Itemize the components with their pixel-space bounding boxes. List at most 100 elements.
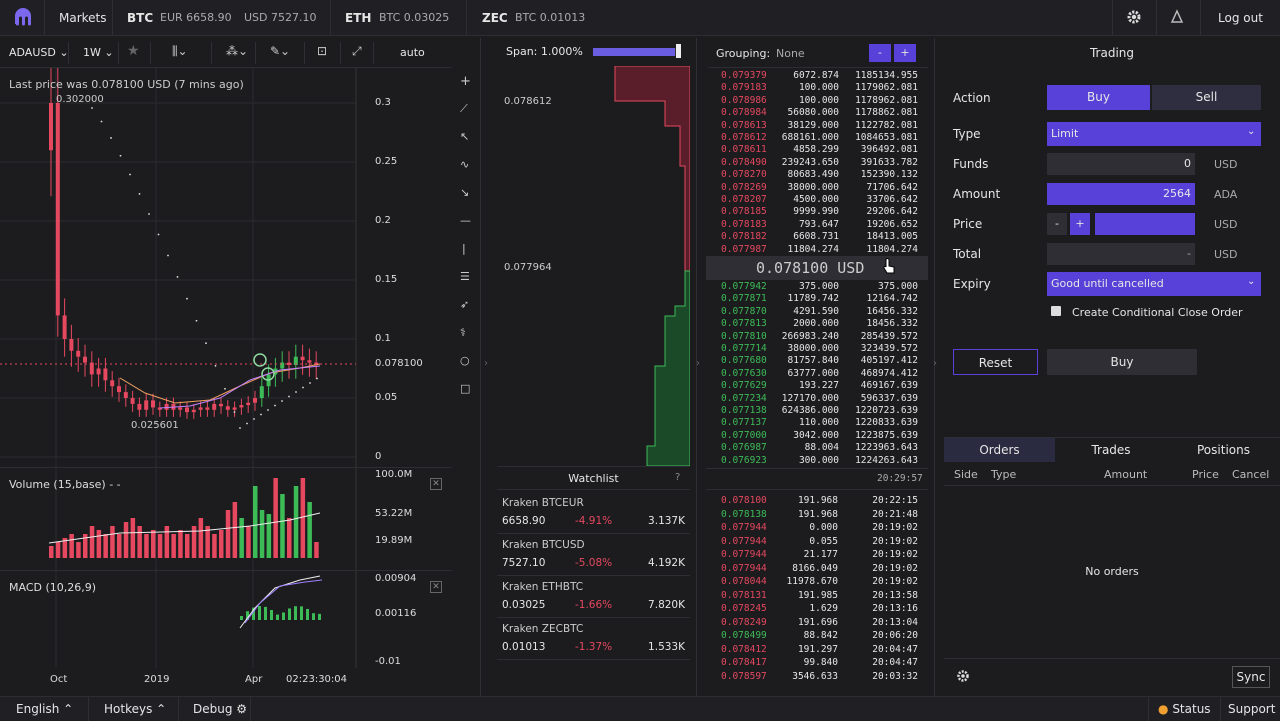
bid-row[interactable]: 0.077680 81757.840 405197.412	[712, 355, 922, 367]
ask-row[interactable]: 0.078270 80683.490 152390.132	[712, 169, 922, 181]
bid-row[interactable]: 0.077813 2000.000 18456.332	[712, 318, 922, 330]
bid-row[interactable]: 0.077630 63777.000 468974.412	[712, 368, 922, 380]
bid-row[interactable]: 0.077714 38000.000 323439.572	[712, 343, 922, 355]
candle-type-icon[interactable]: ⫼⌄	[172, 44, 188, 58]
cursor-tool-icon[interactable]: ➶	[460, 298, 470, 311]
bid-row[interactable]: 0.076987 88.004 1223963.643	[712, 442, 922, 454]
ask-row[interactable]: 0.078490 239243.650 391633.782	[712, 157, 922, 169]
collapse-arrow-icon[interactable]: ›	[696, 358, 700, 369]
status-link[interactable]: ● Status	[1158, 697, 1211, 721]
collapse-arrow-icon[interactable]: ›	[933, 358, 937, 369]
markets-link[interactable]: Markets	[59, 11, 107, 25]
interval-select[interactable]: 1W ⌄	[83, 46, 114, 59]
price-decrease-button[interactable]: -	[1047, 213, 1067, 235]
ask-row[interactable]: 0.078611 4858.299 396492.081	[712, 144, 922, 156]
ask-row[interactable]: 0.078182 6608.731 18413.005	[712, 231, 922, 243]
horizontal-line-icon[interactable]: —	[460, 214, 471, 227]
bid-row[interactable]: 0.077234 127170.000 596337.639	[712, 393, 922, 405]
bid-row[interactable]: 0.077137 110.000 1220833.639	[712, 417, 922, 429]
order-type-select[interactable]: Limit ⌄	[1047, 122, 1261, 146]
ask-row[interactable]: 0.078986 100.000 1178962.081	[712, 95, 922, 107]
bid-row[interactable]: 0.077870 4291.590 16456.332	[712, 306, 922, 318]
ask-row[interactable]: 0.078612 688161.000 1084653.081	[712, 132, 922, 144]
column-type[interactable]: Type	[991, 468, 1017, 481]
ask-row[interactable]: 0.079183 100.000 1179062.081	[712, 82, 922, 94]
pane-divider[interactable]	[0, 467, 452, 475]
debug-menu[interactable]: Debug ⚙	[193, 697, 247, 721]
reset-button[interactable]: Reset	[953, 349, 1038, 375]
chart-area[interactable]: Last price was 0.078100 USD (7 mins ago)…	[0, 68, 452, 694]
watchlist-item[interactable]: Kraken BTCEUR 6658.90 -4.91% 3.137K	[497, 492, 690, 534]
sell-toggle[interactable]: Sell	[1152, 85, 1261, 110]
rectangle-tool-icon[interactable]: □	[460, 382, 471, 395]
auto-scale-toggle[interactable]: auto	[400, 46, 425, 59]
column-amount[interactable]: Amount	[1104, 468, 1148, 481]
ask-row[interactable]: 0.079379 6072.874 1185134.955	[712, 70, 922, 82]
pane-divider[interactable]	[0, 570, 452, 576]
language-select[interactable]: English ⌃	[16, 697, 73, 721]
gear-icon[interactable]	[956, 669, 970, 683]
pair-select[interactable]: ADAUSD ⌄	[9, 46, 69, 59]
indicators-icon[interactable]: ⁂⌄	[226, 44, 249, 58]
buy-toggle[interactable]: Buy	[1047, 85, 1150, 110]
column-side[interactable]: Side	[954, 468, 978, 481]
support-link[interactable]: Support	[1228, 702, 1276, 716]
kraken-logo-icon[interactable]	[12, 0, 34, 36]
bid-row[interactable]: 0.077810 266983.240 285439.572	[712, 331, 922, 343]
compare-icon[interactable]: ⊡	[317, 44, 328, 58]
ask-row[interactable]: 0.078984 56080.000 1178862.081	[712, 107, 922, 119]
marker-icon[interactable]	[261, 367, 275, 381]
ask-row[interactable]: 0.078185 9999.990 29206.642	[712, 206, 922, 218]
grouping-increase-button[interactable]: +	[894, 44, 916, 62]
ask-row[interactable]: 0.078269 38000.000 71706.642	[712, 182, 922, 194]
btc-label[interactable]: BTC	[127, 11, 154, 25]
star-icon[interactable]: ★	[127, 43, 140, 59]
arrow-tool-icon[interactable]: ↘	[460, 186, 470, 199]
vertical-line-icon[interactable]: |	[462, 242, 466, 255]
bid-row[interactable]: 0.077871 11789.742 12164.742	[712, 293, 922, 305]
pattern-tool-icon[interactable]: ⚕	[460, 326, 466, 339]
amount-input[interactable]: 2564	[1047, 183, 1195, 205]
price-input[interactable]	[1095, 213, 1195, 235]
ask-row[interactable]: 0.078183 793.647 19206.652	[712, 219, 922, 231]
bid-row[interactable]: 0.077000 3042.000 1223875.639	[712, 430, 922, 442]
ask-row[interactable]: 0.078613 38129.000 1122782.081	[712, 120, 922, 132]
expiry-select[interactable]: Good until cancelled ⌄	[1047, 272, 1261, 296]
marker-icon[interactable]	[253, 353, 267, 367]
help-icon[interactable]: ?	[675, 472, 681, 483]
bid-row[interactable]: 0.077629 193.227 469167.639	[712, 380, 922, 392]
conditional-close-checkbox[interactable]	[1051, 306, 1061, 316]
watchlist-item[interactable]: Kraken BTCUSD 7527.10 -5.08% 4.192K	[497, 534, 690, 576]
expand-icon[interactable]: ⤢	[352, 44, 362, 58]
sync-button[interactable]: Sync	[1232, 666, 1270, 688]
ask-row[interactable]: 0.078207 4500.000 33706.642	[712, 194, 922, 206]
bid-row[interactable]: 0.076923 300.000 1224263.643	[712, 455, 922, 467]
price-chart[interactable]	[0, 68, 452, 694]
eth-label[interactable]: ETH	[345, 11, 372, 25]
plus-icon[interactable]: +	[460, 74, 471, 89]
fib-tool-icon[interactable]: ☰	[460, 270, 470, 283]
close-icon[interactable]: ✕	[430, 478, 442, 490]
logout-link[interactable]: Log out	[1218, 11, 1263, 25]
tab-trades[interactable]: Trades	[1091, 443, 1131, 457]
ray-tool-icon[interactable]: ↖	[460, 130, 470, 143]
bid-row[interactable]: 0.077138 624386.000 1220723.639	[712, 405, 922, 417]
column-price[interactable]: Price	[1192, 468, 1219, 481]
tab-orders[interactable]: Orders	[944, 438, 1055, 462]
bid-row[interactable]: 0.077942 375.000 375.000	[712, 281, 922, 293]
watchlist-item[interactable]: Kraken ZECBTC 0.01013 -1.37% 1.533K	[497, 618, 690, 660]
curve-tool-icon[interactable]: ∿	[460, 158, 470, 171]
pencil-icon[interactable]: ✎⌄	[270, 44, 291, 58]
notifications-icon[interactable]	[1169, 0, 1185, 36]
line-tool-icon[interactable]: ⟋	[460, 102, 468, 115]
close-icon[interactable]: ✕	[430, 581, 442, 593]
zec-label[interactable]: ZEC	[482, 11, 508, 25]
column-cancel[interactable]: Cancel	[1232, 468, 1270, 481]
grouping-decrease-button[interactable]: -	[869, 44, 891, 62]
tab-positions[interactable]: Positions	[1197, 443, 1250, 457]
grouping-value[interactable]: None	[776, 47, 805, 60]
ask-row[interactable]: 0.077987 11804.274 11804.274	[712, 244, 922, 256]
depth-chart[interactable]	[497, 66, 690, 466]
submit-buy-button[interactable]: Buy	[1047, 349, 1197, 375]
watchlist-item[interactable]: Kraken ETHBTC 0.03025 -1.66% 7.820K	[497, 576, 690, 618]
